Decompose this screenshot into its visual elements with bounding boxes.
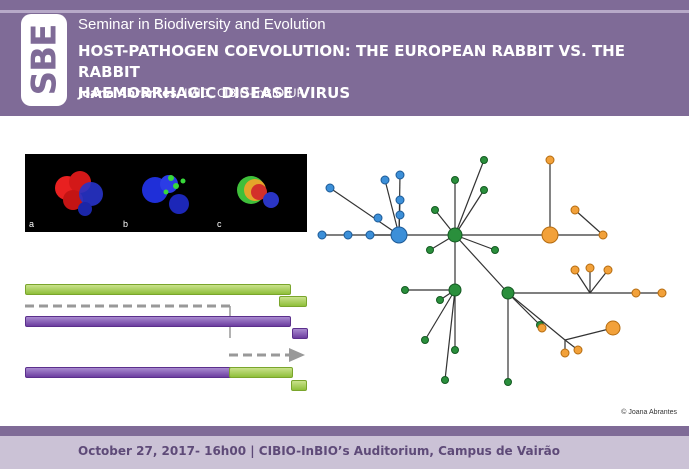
network-edges	[322, 159, 662, 382]
speaker-name: Joana Abrantes	[78, 86, 177, 100]
title-line-2: HAEMORRHAGIC DISEASE VIRUS	[78, 84, 351, 102]
micro-image-b-art	[142, 175, 189, 214]
header-strip	[0, 10, 689, 13]
genome-segment-green-1	[279, 296, 307, 307]
micro-image-a: a	[25, 154, 119, 232]
genome-bar-green-1	[25, 284, 291, 295]
speaker-affiliation: , IMID, CIBIO-InBIO/UP	[176, 86, 304, 100]
micro-image-b: b	[119, 154, 213, 232]
genome-segment-purple-1	[292, 328, 308, 339]
micro-image-c: c	[213, 154, 307, 232]
header-banner: SBE Seminar in Biodiversity and Evolutio…	[0, 0, 689, 116]
micro-label-a: a	[29, 219, 35, 229]
haplotype-network	[317, 155, 667, 386]
genome-segment-green-2	[229, 367, 293, 378]
speaker: Joana Abrantes, IMID, CIBIO-InBIO/UP	[78, 86, 303, 100]
seminar-series: Seminar in Biodiversity and Evolution	[78, 16, 326, 33]
logo-text: SBE	[24, 24, 65, 96]
network-credit: © Joana Abrantes	[621, 409, 677, 416]
genome-bar-purple-1	[25, 316, 291, 327]
micro-image-c-art	[237, 176, 279, 208]
orange-nodes	[537, 155, 667, 358]
micro-image-a-art	[55, 171, 103, 216]
dashed-arrow-bottom	[229, 348, 305, 362]
title-line-1: HOST-PATHOGEN COEVOLUTION: THE EUROPEAN …	[78, 42, 625, 81]
genome-bar-purple-2	[25, 367, 232, 378]
sbe-logo: SBE	[21, 14, 67, 106]
micro-label-b: b	[123, 219, 129, 229]
genome-segment-green-3	[291, 380, 307, 391]
footer-banner: October 27, 2017- 16h00 | CIBIO-InBIO’s …	[0, 436, 689, 469]
event-details: October 27, 2017- 16h00 | CIBIO-InBIO’s …	[78, 444, 560, 458]
blue-nodes	[317, 170, 408, 244]
footer-strip	[0, 426, 689, 436]
talk-title: HOST-PATHOGEN COEVOLUTION: THE EUROPEAN …	[78, 41, 678, 104]
micro-label-c: c	[217, 219, 222, 229]
green-nodes	[401, 156, 544, 386]
